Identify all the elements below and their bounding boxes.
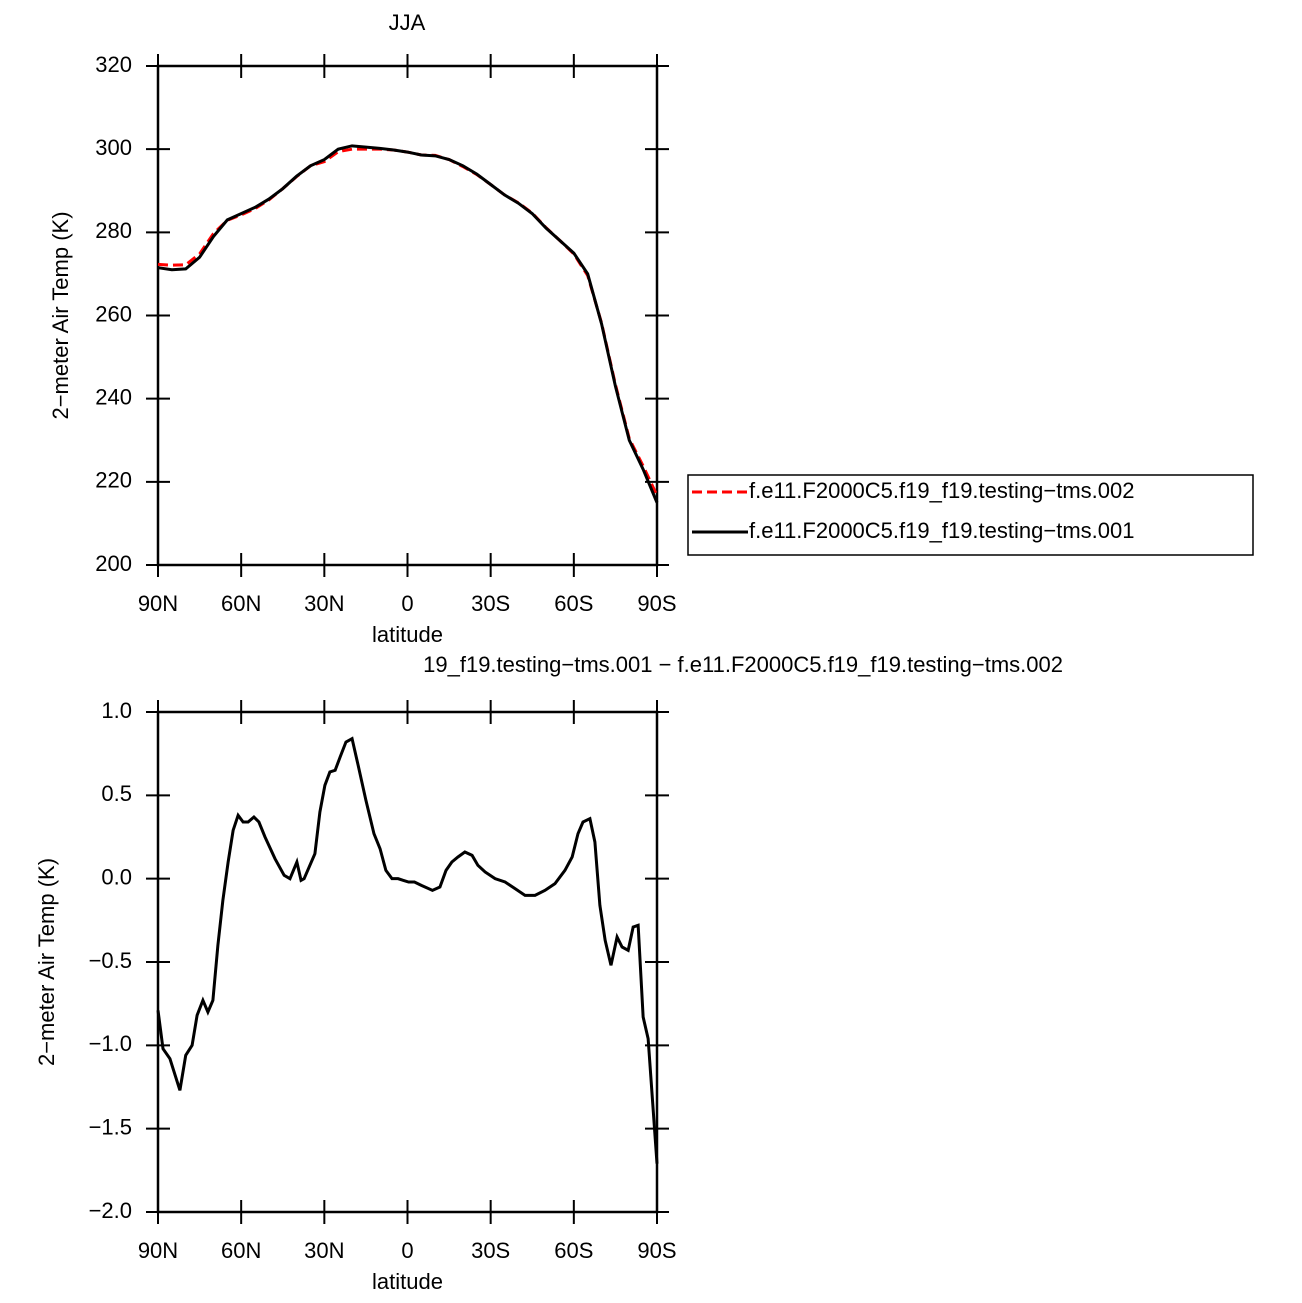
plot-frame <box>156 710 659 1214</box>
y-tick-label: 240 <box>95 384 132 409</box>
y-tick-label: 300 <box>95 135 132 160</box>
y-tick-label: −2.0 <box>89 1198 132 1223</box>
y-tick-label: 280 <box>95 218 132 243</box>
chart-title: 19_f19.testing−tms.001 − f.e11.F2000C5.f… <box>423 652 1063 677</box>
x-axis-label: latitude <box>372 1269 443 1294</box>
data-line <box>156 736 659 1164</box>
y-axis-label: 2−meter Air Temp (K) <box>34 858 59 1066</box>
x-tick-label: 60S <box>554 1238 593 1263</box>
y-tick-label: 1.0 <box>101 698 132 723</box>
x-tick-label: 90S <box>637 1238 676 1263</box>
y-tick-label: 0.5 <box>101 781 132 806</box>
x-tick-label: 90N <box>138 1238 178 1263</box>
data-line <box>157 147 659 497</box>
x-tick-label: 0 <box>401 591 413 616</box>
y-tick-label: −1.0 <box>89 1031 132 1056</box>
legend-box <box>687 474 1254 556</box>
y-tick-label: 0.0 <box>101 864 132 889</box>
x-tick-label: 30S <box>471 1238 510 1263</box>
data-line <box>157 144 659 504</box>
x-tick-label: 90S <box>637 591 676 616</box>
y-axis-label: 2−meter Air Temp (K) <box>48 211 73 419</box>
x-tick-label: 0 <box>401 1238 413 1263</box>
x-axis-label: latitude <box>372 622 443 647</box>
legend-label: f.e11.F2000C5.f19_f19.testing−tms.002 <box>749 478 1134 503</box>
x-tick-label: 90N <box>138 591 178 616</box>
x-tick-label: 60S <box>554 591 593 616</box>
y-tick-label: −1.5 <box>89 1114 132 1139</box>
plot-frame <box>156 64 659 567</box>
y-tick-label: 200 <box>95 551 132 576</box>
y-tick-label: −0.5 <box>89 948 132 973</box>
y-tick-label: 260 <box>95 301 132 326</box>
y-tick-label: 320 <box>95 52 132 77</box>
x-tick-label: 30N <box>304 1238 344 1263</box>
legend-label: f.e11.F2000C5.f19_f19.testing−tms.001 <box>749 518 1134 543</box>
y-tick-label: 220 <box>95 468 132 493</box>
x-tick-label: 60N <box>221 591 261 616</box>
x-tick-label: 60N <box>221 1238 261 1263</box>
x-tick-label: 30N <box>304 591 344 616</box>
x-tick-label: 30S <box>471 591 510 616</box>
chart-title: JJA <box>389 10 426 35</box>
